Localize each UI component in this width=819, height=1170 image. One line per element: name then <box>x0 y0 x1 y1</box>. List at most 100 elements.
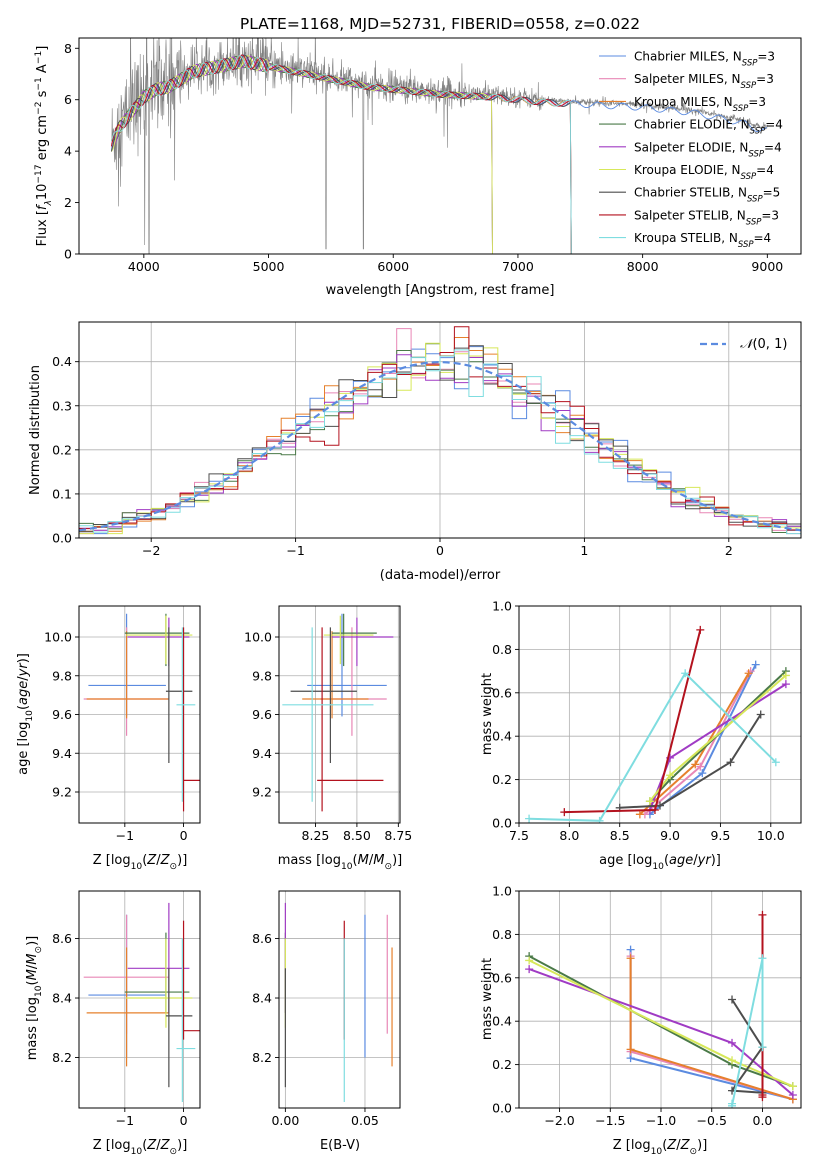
weight-vs-age-frame <box>518 605 802 824</box>
model-spectrum-8 <box>110 55 572 254</box>
x-tick-label: 8.5 <box>610 828 630 843</box>
weight-marker <box>728 1101 737 1108</box>
weight-marker <box>635 810 644 819</box>
x-tick-label: −0.5 <box>697 1113 727 1128</box>
y-tick-label: 8.6 <box>52 931 72 946</box>
weight-marker <box>525 956 534 965</box>
y-tick-label: 9.8 <box>52 668 72 683</box>
mass-vs-ebv-plot-area <box>284 902 393 1103</box>
x-tick-label: 4000 <box>128 259 160 274</box>
weight-marker <box>728 1056 737 1065</box>
weight-marker <box>758 910 767 919</box>
mass-vs-ebv-axes: 0.00 0.05 8.2 8.4 8.6 E(B-V) <box>252 890 401 1153</box>
spectrum-axes: 4000 5000 6000 7000 8000 9000 0 2 4 6 8 wavelength … <box>34 37 802 298</box>
y-tick-label: 0.2 <box>492 772 512 787</box>
x-tick-label: 8.50 <box>343 828 371 843</box>
weight-marker <box>525 965 534 974</box>
legend-label: Chabrier STELIB, NSSP=5 <box>634 186 780 205</box>
y-tick-label: 0.2 <box>52 442 72 457</box>
x-tick-label: 0 <box>180 1113 188 1128</box>
y-tick-label: 0.0 <box>492 816 512 831</box>
model-spectrum-5 <box>111 55 493 254</box>
x-tick-label: 8.0 <box>559 828 579 843</box>
x-tick-label: 0 <box>180 828 188 843</box>
weight-marker <box>758 954 767 963</box>
weight-marker <box>758 1090 767 1099</box>
y-tick-label: 8 <box>64 41 72 56</box>
residuals-axes: −2 −1 0 1 2 0.0 0.1 0.2 0.3 0.4 (data-model)/error… <box>28 321 802 583</box>
weight-marker <box>645 797 654 806</box>
residual-ylabel: Normed distribution <box>28 365 43 495</box>
x-tick-label: 0.0 <box>753 1113 773 1128</box>
weight-marker <box>626 1045 635 1054</box>
legend-label: Chabrier MILES, NSSP=3 <box>634 50 775 69</box>
y-tick-label: 8.4 <box>52 991 72 1006</box>
weight-marker <box>728 995 737 1004</box>
weight-marker <box>681 669 690 678</box>
y-tick-label: 9.2 <box>252 785 272 800</box>
y-tick-label: 9.8 <box>252 668 272 683</box>
legend-label: Salpeter STELIB, NSSP=3 <box>634 208 779 227</box>
x-tick-label: 8000 <box>627 259 659 274</box>
x-tick-label: 9.0 <box>660 828 680 843</box>
age-Z-xlabel: Z [log10(Z/Z⊙)] <box>93 853 188 872</box>
y-tick-label: 0.0 <box>492 1101 512 1116</box>
age-mass-xlabel: mass [log10(M/M⊙)] <box>278 853 402 872</box>
weight-marker <box>781 671 790 680</box>
figure-title: PLATE=1168, MJD=52731, FIBERID=0558, z=0… <box>240 15 640 33</box>
y-tick-label: 0.1 <box>52 486 72 501</box>
weight-marker <box>595 816 604 823</box>
weight-vs-Z-plot-area <box>525 910 797 1108</box>
x-tick-label: 9000 <box>751 259 783 274</box>
weight-line-8 <box>529 671 777 822</box>
weight-marker <box>698 769 707 778</box>
age-vs-mass-axes: 8.25 8.50 8.75 9.2 9.4 9.6 9.8 10.0 mass [log10(… <box>244 605 412 872</box>
legend-label: Kroupa ELODIE, NSSP=4 <box>634 163 774 182</box>
weight-vs-Z-grid <box>519 890 801 1109</box>
observed-spectrum <box>111 38 768 254</box>
x-tick-label: 10.0 <box>757 828 785 843</box>
mass-vs-Z-axes: −1 0 8.2 8.4 8.6 Z [log10(Z/Z⊙)] mass [log10(M… <box>25 890 201 1157</box>
age-Z-ylabel: age [log10(age/yr)] <box>16 653 35 775</box>
x-tick-label: 6000 <box>377 259 409 274</box>
y-tick-label: 8.6 <box>252 931 272 946</box>
y-tick-label: 0.6 <box>492 970 512 985</box>
legend-label: Chabrier ELODIE, NSSP=4 <box>634 118 783 137</box>
weight-age-xlabel: age [log10(age/yr)] <box>599 853 721 872</box>
normal-reference-curve <box>79 360 801 532</box>
weight-vs-age-plot-area <box>525 625 790 823</box>
mass-vs-ebv-grid <box>279 891 400 1108</box>
spectrum-xlabel: wavelength [Angstrom, rest frame] <box>326 283 555 298</box>
y-tick-label: 0.4 <box>492 1014 512 1029</box>
x-tick-label: −2.0 <box>544 1113 574 1128</box>
y-tick-label: 10.0 <box>244 630 272 645</box>
y-tick-label: 0.8 <box>492 642 512 657</box>
weight-marker <box>656 801 664 810</box>
x-tick-label: −1.5 <box>595 1113 625 1128</box>
weight-marker <box>781 680 790 689</box>
y-tick-label: 0.4 <box>492 729 512 744</box>
weight-marker <box>728 1038 737 1047</box>
legend-label: Kroupa MILES, NSSP=3 <box>634 95 766 114</box>
weight-marker <box>771 758 780 767</box>
residuals-plot-area <box>79 326 801 535</box>
weight-line-6 <box>619 713 762 809</box>
weight-marker <box>696 625 705 634</box>
spectrum-ylabel: Flux [fλ10−17 erg cm−2 s−1 A−1] <box>34 46 54 247</box>
y-tick-label: 10.0 <box>44 630 72 645</box>
x-tick-label: 0.05 <box>351 1113 379 1128</box>
x-tick-label: −1.0 <box>646 1113 676 1128</box>
x-tick-label: 2 <box>725 543 733 558</box>
y-tick-label: 0.4 <box>52 354 72 369</box>
mass-vs-Z-plot-area <box>83 902 200 1103</box>
x-tick-label: 5000 <box>253 259 285 274</box>
y-tick-label: 0 <box>64 247 72 262</box>
x-tick-label: 8.25 <box>302 828 330 843</box>
weight-marker <box>666 771 675 780</box>
y-tick-label: 0.2 <box>492 1057 512 1072</box>
y-tick-label: 1.0 <box>492 884 512 899</box>
y-tick-label: 6 <box>64 92 72 107</box>
weight-line-6 <box>730 998 764 1094</box>
legend-label: Salpeter MILES, NSSP=3 <box>634 72 774 91</box>
x-tick-label: −2 <box>142 543 160 558</box>
